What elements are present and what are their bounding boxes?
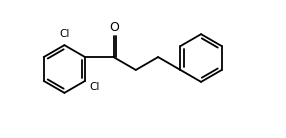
Text: Cl: Cl [90, 82, 100, 92]
Text: Cl: Cl [59, 29, 69, 39]
Text: O: O [110, 21, 120, 34]
